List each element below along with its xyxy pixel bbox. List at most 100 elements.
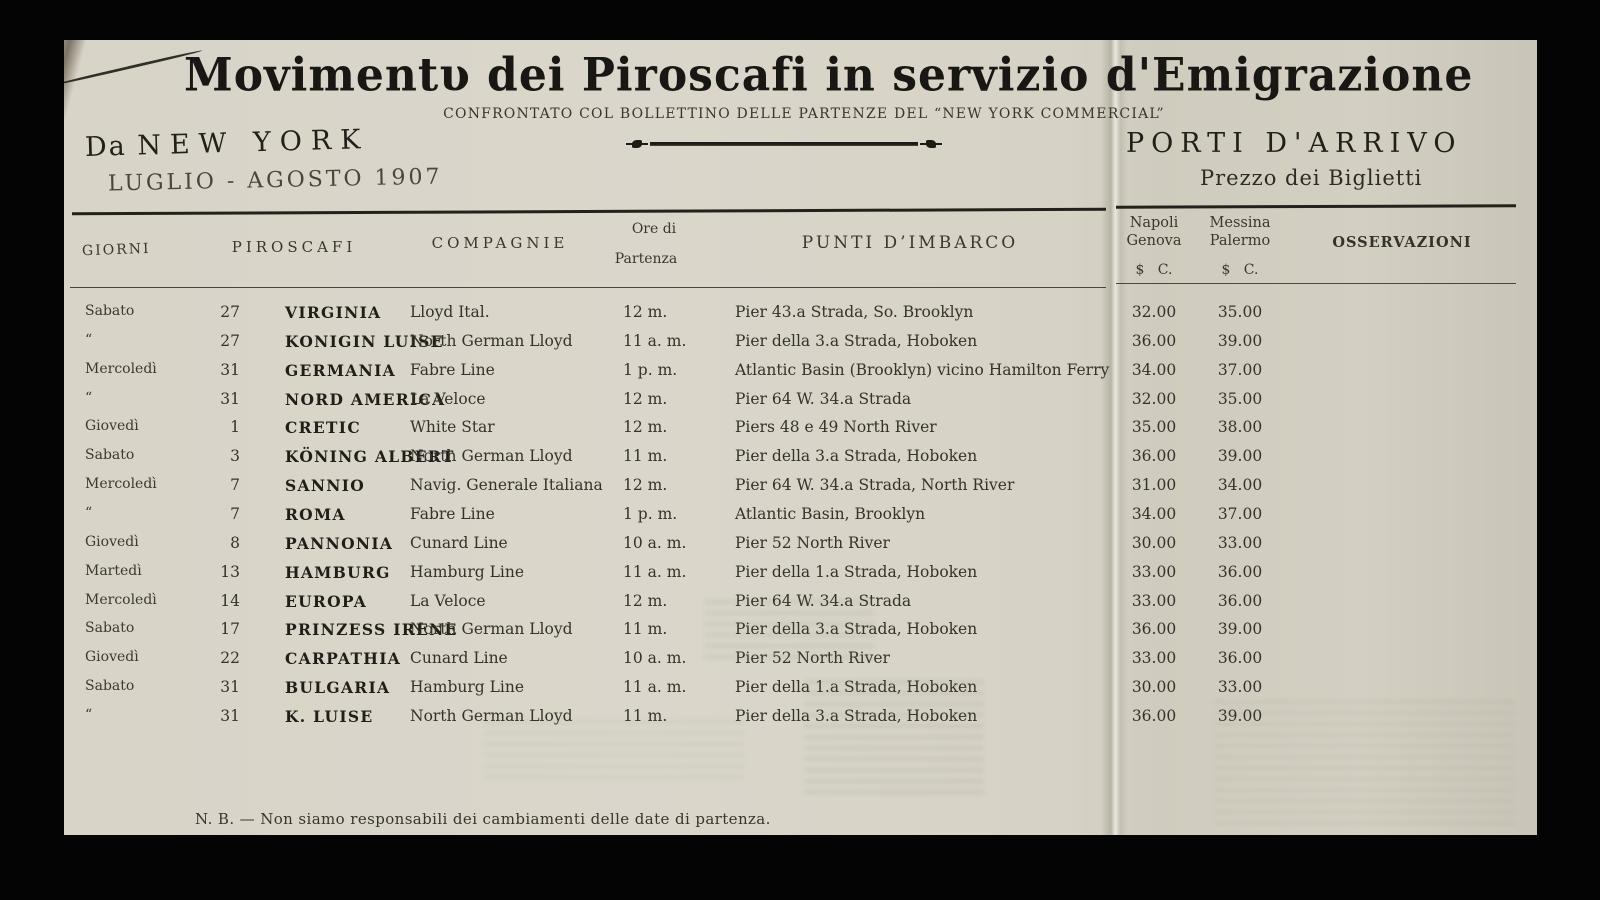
cell-ship: KÖNING ALBERT [285,447,455,467]
cell-pier: Pier 52 North River [735,533,890,552]
col-header-giorni: GIORNI [81,240,151,260]
cell-ship: CRETIC [285,418,361,438]
header-rule-left [71,207,1107,216]
ornament-bar [650,142,918,146]
cell-messina-palermo: 38.00 [1217,418,1263,437]
cell-pier: Pier della 3.a Strada, Hoboken [735,620,978,639]
cell-company: Cunard Line [410,533,508,552]
page-subtitle: CONFRONTATO COL BOLLETTINO DELLE PARTENZ… [443,106,1165,122]
cell-messina-palermo: 33.00 [1217,678,1263,697]
cell-napoli-genova: 33.00 [1131,591,1177,610]
cell-napoli-genova: 36.00 [1131,620,1177,639]
col-header-price2-line1: Messina [1209,215,1271,231]
cell-time: 12 m. [623,303,668,321]
col-header-price2-currency: $ C. [1221,262,1259,278]
arrival-subtitle: Prezzo dei Biglietti [1200,166,1423,190]
cell-napoli-genova: 32.00 [1131,389,1177,408]
cell-day: Martedì [85,562,142,579]
cell-day: “ [85,331,93,348]
cell-pier: Pier della 3.a Strada, Hoboken [735,447,978,466]
header-rule-right [1115,204,1517,209]
cell-pier: Pier della 3.a Strada, Hoboken [735,706,978,725]
page-edge-artifact [64,49,203,86]
cell-pier: Pier 64 W. 34.a Strada [735,389,912,408]
cell-company: Cunard Line [410,649,508,668]
table-row: “ 31 NORD AMERICA La Veloce 12 m. Pier 64 W. … [64,390,1537,414]
table-row: Sabato 27 VIRGINIA Lloyd Ital. 12 m. Pier 43.… [64,303,1537,327]
cell-time: 12 m. [623,591,668,610]
cell-ship: VIRGINIA [285,303,382,322]
cell-messina-palermo: 35.00 [1217,303,1263,321]
cell-company: Fabre Line [410,504,495,523]
cell-pier: Atlantic Basin, Brooklyn [735,504,926,523]
cell-messina-palermo: 36.00 [1217,649,1263,668]
cell-ship: KONIGIN LUISE [285,331,444,351]
table-row: “ 27 KONIGIN LUISE North German Lloyd 11 a. … [64,332,1537,356]
cell-pier: Pier della 3.a Strada, Hoboken [735,331,978,350]
cell-date: 1 [230,418,240,437]
cell-ship: NORD AMERICA [285,389,446,409]
cell-company: Navig. Generale Italiana [410,476,603,495]
table-row: Martedì 13 HAMBURG Hamburg Line 11 a. m. Pier… [64,563,1537,587]
cell-napoli-genova: 33.00 [1131,562,1177,581]
cell-messina-palermo: 39.00 [1217,447,1263,466]
origin-city: NEW YORK [136,124,370,162]
cell-company: North German Lloyd [410,447,573,466]
footnote: N. B. — Non siamo responsabili dei cambi… [195,810,771,828]
origin-heading: Da NEW YORK [85,124,370,163]
cell-napoli-genova: 31.00 [1131,476,1177,495]
cell-napoli-genova: 30.00 [1131,678,1177,697]
col-header-price2-line2: Palermo [1209,233,1271,249]
cell-date: 8 [230,533,240,552]
page-title: Movimentυ dei Piroscafi in servizio d'Em… [184,48,1474,103]
cell-napoli-genova: 32.00 [1131,303,1177,321]
table-row: Sabato 3 KÖNING ALBERT North German Lloyd 11… [64,447,1537,471]
cell-messina-palermo: 33.00 [1217,533,1263,552]
cell-day: Giovedì [85,649,139,666]
cell-day: “ [85,389,93,406]
cell-date: 31 [220,706,240,725]
cell-pier: Pier 64 W. 34.a Strada [735,591,912,610]
ornament-left-icon [624,140,650,148]
cell-company: Fabre Line [410,360,495,379]
cell-time: 11 m. [623,706,668,725]
table-row: Mercoledì 7 SANNIO Navig. Generale Italiana… [64,476,1537,500]
table-row: “ 31 K. LUISE North German Lloyd 11 m. Pier d… [64,707,1537,731]
table-row: Sabato 17 PRINZESS IRENE North German Lloyd… [64,620,1537,644]
cell-day: Sabato [85,447,135,464]
cell-napoli-genova: 34.00 [1131,504,1177,523]
cell-day: Sabato [85,678,135,695]
cell-day: Mercoledì [85,591,157,608]
cell-company: Hamburg Line [410,562,525,581]
cell-ship: SANNIO [285,476,366,496]
cell-messina-palermo: 34.00 [1217,476,1263,495]
cell-date: 7 [230,476,240,495]
cell-date: 13 [220,562,240,581]
table-row: Sabato 31 BULGARIA Hamburg Line 11 a. m. Pier… [64,678,1537,702]
scanned-document-page: Movimentυ dei Piroscafi in servizio d'Em… [64,40,1537,835]
cell-company: Lloyd Ital. [410,303,490,321]
period-label: LUGLIO - AGOSTO 1907 [107,164,443,197]
table-row: “ 7 ROMA Fabre Line 1 p. m. Atlantic Basin, B… [64,505,1537,529]
cell-messina-palermo: 39.00 [1217,331,1263,350]
col-header-ore-line1: Ore di [631,221,677,237]
cell-day: Sabato [85,620,135,637]
cell-napoli-genova: 36.00 [1131,447,1177,466]
cell-time: 1 p. m. [623,504,678,523]
col-header-piroscafi: PIROSCAFI [231,238,357,256]
cell-ship: HAMBURG [285,562,391,582]
ornament-right-icon [918,140,944,148]
cell-time: 12 m. [623,418,668,437]
cell-company: North German Lloyd [410,706,573,725]
cell-time: 11 a. m. [623,331,687,350]
cell-time: 11 m. [623,620,668,639]
cell-napoli-genova: 34.00 [1131,360,1177,379]
cell-ship: EUROPA [285,591,368,611]
col-header-compagnie: COMPAGNIE [431,234,569,252]
cell-date: 14 [220,591,240,610]
table-row: Giovedì 1 CRETIC White Star 12 m. Piers 48 e … [64,418,1537,442]
cell-date: 27 [220,331,240,350]
cell-company: North German Lloyd [410,331,573,350]
cell-time: 12 m. [623,476,668,495]
